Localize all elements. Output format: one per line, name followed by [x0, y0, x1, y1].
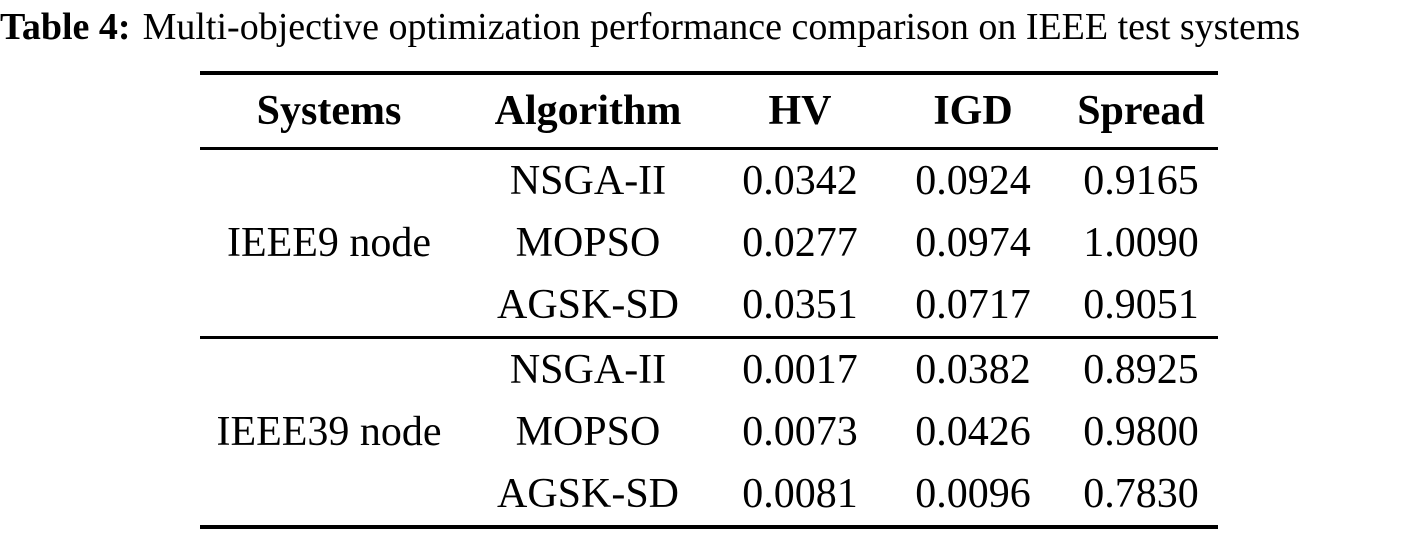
cell-spread: 0.9051 [1083, 282, 1199, 328]
cell-system-group: IEEE39 node [216, 409, 442, 455]
cell-spread: 0.8925 [1083, 347, 1199, 393]
cell-algorithm: NSGA-II [509, 347, 667, 393]
cell-igd: 0.0717 [915, 282, 1031, 328]
table-row: MOPSO 0.0073 0.0426 0.9800 [200, 401, 1218, 463]
cell-igd: 0.0096 [915, 471, 1031, 517]
cell-spread: 0.9165 [1083, 158, 1199, 204]
cell-algorithm: MOPSO [515, 409, 661, 455]
header-cell-algorithm: Algorithm [458, 73, 718, 150]
cell-igd: 0.0974 [915, 220, 1031, 266]
table-row: AGSK-SD 0.0081 0.0096 0.7830 [200, 463, 1218, 527]
header-cell-systems: Systems [200, 73, 458, 150]
results-table: Systems Algorithm HV IGD Spread IEEE9 no… [200, 71, 1218, 529]
cell-algorithm: AGSK-SD [496, 471, 680, 517]
cell-hv: 0.0017 [742, 347, 858, 393]
table-caption-text: Multi-objective optimization performance… [142, 6, 1301, 48]
cell-hv: 0.0351 [742, 282, 858, 328]
cell-spread: 1.0090 [1083, 220, 1199, 266]
cell-algorithm: AGSK-SD [496, 282, 680, 328]
table-group-ieee39: IEEE39 node NSGA-II 0.0017 0.0382 0.8925… [200, 338, 1218, 528]
cell-algorithm: MOPSO [515, 220, 661, 266]
table-caption-label: Table 4: [0, 6, 131, 48]
cell-algorithm: NSGA-II [509, 158, 667, 204]
cell-hv: 0.0342 [742, 158, 858, 204]
cell-igd: 0.0426 [915, 409, 1031, 455]
cell-igd: 0.0382 [915, 347, 1031, 393]
cell-system-group: IEEE9 node [226, 220, 432, 266]
cell-hv: 0.0081 [742, 471, 858, 517]
cell-hv: 0.0073 [742, 409, 858, 455]
table-caption: Table 4: Multi-objective optimization per… [0, 4, 1418, 50]
table-row: MOPSO 0.0277 0.0974 1.0090 [200, 212, 1218, 274]
table-row: IEEE39 node NSGA-II 0.0017 0.0382 0.8925 [200, 338, 1218, 455]
cell-spread: 0.9800 [1083, 409, 1199, 455]
cell-igd: 0.0924 [915, 158, 1031, 204]
header-cell-hv: HV [718, 73, 882, 150]
table-row: AGSK-SD 0.0351 0.0717 0.9051 [200, 274, 1218, 338]
table-header: Systems Algorithm HV IGD Spread [200, 73, 1218, 150]
table-group-ieee9: IEEE9 node NSGA-II 0.0342 0.0924 0.9165 … [200, 149, 1218, 338]
header-cell-spread: Spread [1064, 73, 1218, 150]
table-header-row: Systems Algorithm HV IGD Spread [200, 73, 1218, 150]
cell-spread: 0.7830 [1083, 471, 1199, 517]
table-row: IEEE9 node NSGA-II 0.0342 0.0924 0.9165 [200, 149, 1218, 266]
cell-hv: 0.0277 [742, 220, 858, 266]
header-cell-igd: IGD [882, 73, 1064, 150]
